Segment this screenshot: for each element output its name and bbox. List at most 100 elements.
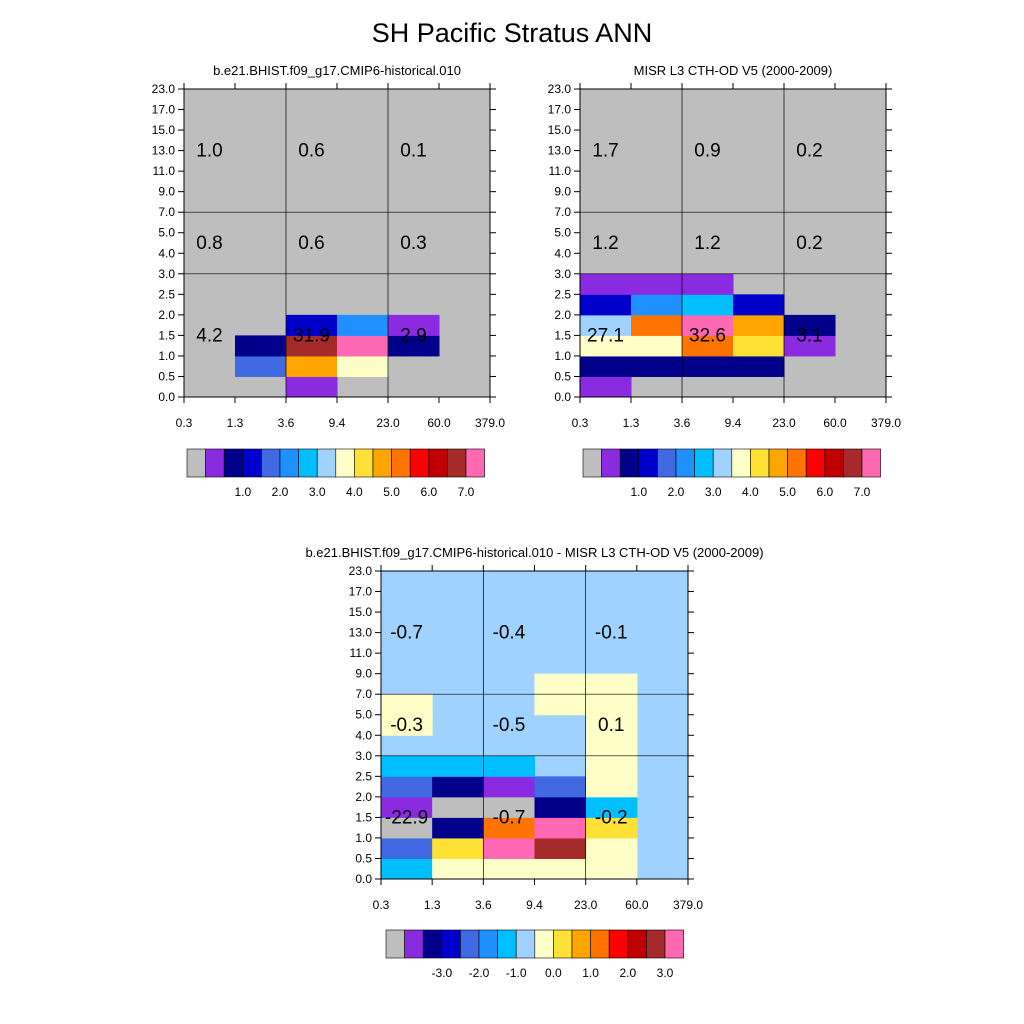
box-value-label: 1.2 [592, 233, 618, 254]
heatmap-panel-2: MISR L3 CTH-OD V5 (2000-2009)0.00.51.01.… [548, 63, 902, 499]
colorbar-swatch [316, 448, 337, 478]
colorbar-swatch [409, 448, 430, 478]
heatmap-cell [432, 776, 484, 798]
y-tick-label: 0.0 [554, 390, 571, 404]
box-value-label: -0.4 [493, 623, 526, 644]
x-tick-label: 23.0 [574, 898, 598, 912]
colorbar: -3.0 -2.0 -1.0 0.0 1.0 2.0 3.0 [385, 929, 684, 980]
heatmap-cell [585, 755, 638, 777]
box-value-label: 32.6 [689, 325, 726, 346]
box-value-label: 3.1 [796, 325, 822, 346]
colorbar-swatch [242, 448, 262, 478]
y-tick-label: 2.5 [554, 287, 571, 301]
colorbar-label: 3.0 [309, 485, 326, 499]
heatmap-cell [784, 314, 836, 336]
heatmap-cell [388, 335, 440, 357]
heatmap-cell [682, 335, 734, 357]
colorbar-swatch [515, 929, 536, 959]
y-tick-label: 7.0 [355, 687, 372, 701]
colorbar-swatch [664, 929, 684, 959]
heatmap-cell [235, 335, 287, 357]
y-tick-label: 1.0 [355, 831, 372, 845]
colorbar-label: 5.0 [779, 485, 796, 499]
heatmap-cell [631, 335, 683, 357]
colorbar-swatch [261, 448, 281, 478]
heatmap-cell [534, 796, 587, 818]
y-tick-label: 5.0 [158, 226, 175, 240]
y-tick-label: 15.0 [152, 123, 176, 137]
y-tick-label: 17.0 [349, 585, 373, 599]
box-value-label: 31.9 [293, 325, 330, 346]
heatmap-cell [432, 837, 484, 859]
heatmap-cell [733, 335, 785, 357]
y-tick-label: 3.0 [355, 749, 372, 763]
colorbar-swatch [619, 448, 640, 478]
y-tick-label: 3.0 [158, 267, 175, 281]
y-tick-label: 5.0 [554, 226, 571, 240]
heatmap-cell [381, 837, 433, 859]
x-tick-label: 379.0 [475, 416, 505, 430]
y-tick-label: 23.0 [349, 564, 373, 578]
y-tick-label: 17.0 [548, 103, 572, 117]
colorbar-swatch [372, 448, 392, 478]
box-value-label: 0.2 [796, 141, 822, 162]
colorbar-swatch [590, 929, 610, 959]
colorbar-label: 6.0 [816, 485, 833, 499]
heatmap-cell [381, 755, 433, 777]
panel-title: MISR L3 CTH-OD V5 (2000-2009) [634, 63, 833, 78]
heatmap-cell [580, 273, 632, 295]
y-tick-label: 7.0 [554, 205, 571, 219]
heatmap-cell [534, 837, 587, 859]
y-tick-label: 0.0 [158, 390, 175, 404]
box-value-label: -0.1 [595, 623, 628, 644]
y-tick-label: 5.0 [355, 708, 372, 722]
heatmap-cell [631, 355, 683, 377]
box-value-label: 0.1 [400, 141, 426, 162]
heatmap-cell [733, 314, 785, 336]
colorbar-label: 7.0 [854, 485, 871, 499]
figure-title: SH Pacific Stratus ANN [371, 18, 653, 48]
box-value-label: 0.2 [796, 233, 822, 254]
heatmap-cell [585, 673, 638, 695]
heatmap-cell [337, 355, 389, 377]
heatmap-cell [580, 314, 632, 336]
heatmap-cell [483, 796, 535, 818]
colorbar-swatch [627, 929, 647, 959]
colorbar-swatch [582, 448, 602, 478]
heatmap-cell [534, 776, 587, 798]
x-tick-label: 379.0 [673, 898, 703, 912]
heatmap-cell [381, 817, 433, 839]
colorbar-swatch [824, 448, 844, 478]
heatmap-cell [631, 273, 683, 295]
y-tick-label: 2.5 [355, 769, 372, 783]
x-tick-label: 3.6 [278, 416, 295, 430]
y-tick-label: 23.0 [548, 82, 572, 96]
colorbar-swatch [298, 448, 318, 478]
heatmap-cell [286, 355, 338, 377]
y-tick-label: 23.0 [152, 82, 176, 96]
heatmap-cell [682, 314, 734, 336]
y-tick-label: 17.0 [152, 103, 176, 117]
colorbar-label: -1.0 [506, 966, 527, 980]
y-tick-label: 7.0 [158, 205, 175, 219]
x-tick-label: 0.3 [373, 898, 390, 912]
colorbar-label: 1.0 [582, 966, 599, 980]
heatmap-cell [483, 837, 535, 859]
y-tick-label: 0.5 [554, 369, 571, 383]
y-tick-label: 3.0 [554, 267, 571, 281]
box-value-label: -0.7 [493, 807, 526, 828]
y-tick-label: 4.0 [554, 246, 571, 260]
colorbar-swatch [441, 929, 461, 959]
y-tick-label: 2.5 [158, 287, 175, 301]
heatmap-cell [534, 817, 587, 839]
colorbar-label: -3.0 [431, 966, 452, 980]
box-value-label: 1.7 [592, 141, 618, 162]
colorbar-swatch [186, 448, 206, 478]
box-value-label: 0.3 [400, 233, 426, 254]
colorbar-swatch [768, 448, 788, 478]
heatmap-cell [381, 776, 433, 798]
colorbar-swatch [428, 448, 448, 478]
y-tick-label: 13.0 [152, 144, 176, 158]
colorbar: 1.0 2.0 3.0 4.0 5.0 6.0 7.0 [186, 448, 485, 499]
heatmap-cell [733, 355, 785, 377]
